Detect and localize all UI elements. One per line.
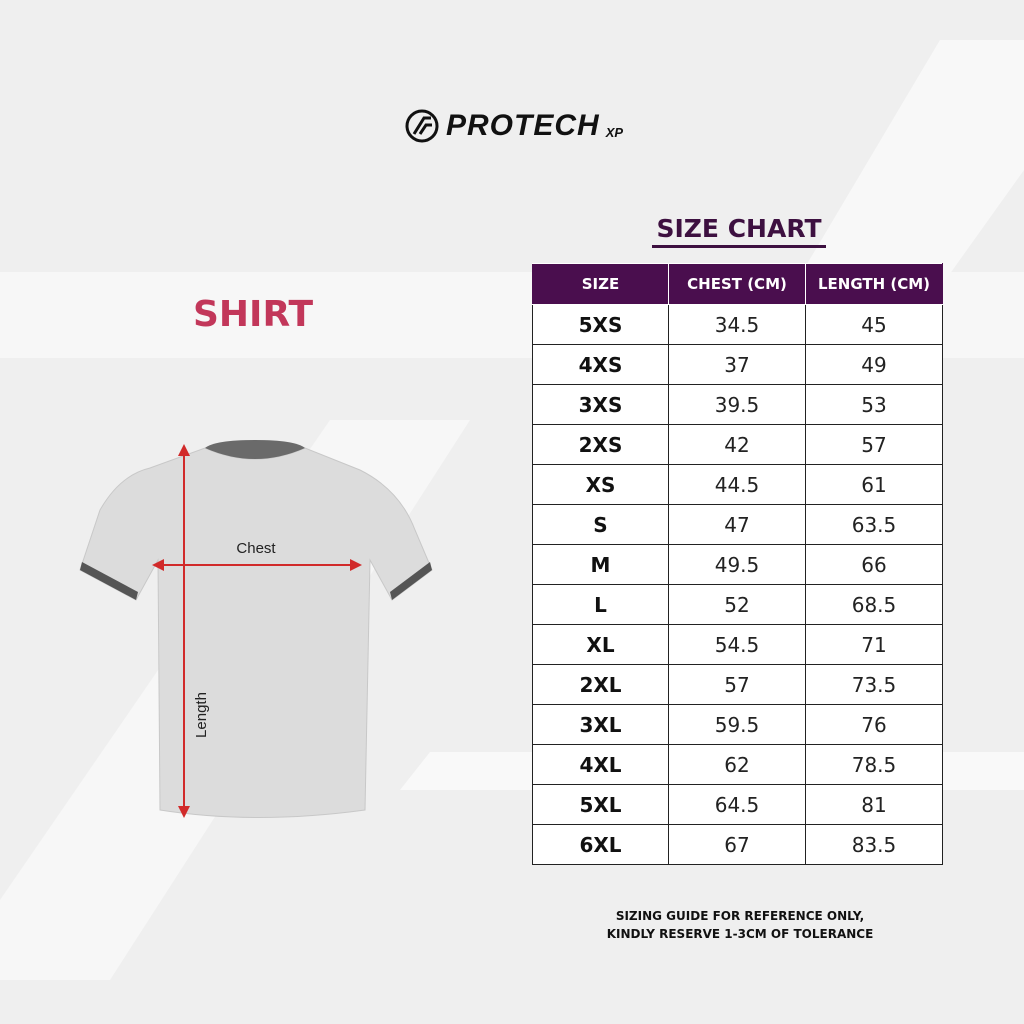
cell-chest: 52 [668,584,806,625]
table-row: XL 54.5 71 [532,624,943,665]
cell-size: 2XS [532,424,669,465]
note-line-2: KINDLY RESERVE 1-3CM OF TOLERANCE [606,927,874,941]
brand-logo: PROTECH XP [404,108,623,144]
table-row: 3XL 59.5 76 [532,704,943,745]
table-row: S 47 63.5 [532,504,943,545]
cell-size: 5XL [532,784,669,825]
cell-size: 3XL [532,704,669,745]
cell-length: 57 [805,424,943,465]
cell-length: 49 [805,344,943,385]
cell-chest: 49.5 [668,544,806,585]
cell-chest: 64.5 [668,784,806,825]
header-length: LENGTH (CM) [805,263,943,305]
logo-suffix: XP [605,124,624,140]
cell-size: L [532,584,669,625]
size-table: SIZE CHEST (CM) LENGTH (CM) 5XS 34.5 45 4XS… [532,263,943,865]
table-header-row: SIZE CHEST (CM) LENGTH (CM) [532,263,943,305]
table-row: 2XS 42 57 [532,424,943,465]
length-arrow [178,444,190,818]
note-line-1: SIZING GUIDE FOR REFERENCE ONLY, [615,909,865,923]
table-row: 6XL 67 83.5 [532,824,943,865]
cell-chest: 59.5 [668,704,806,745]
cell-size: 3XS [532,384,669,425]
cell-size: XS [532,464,669,505]
cell-length: 66 [805,544,943,585]
cell-size: XL [532,624,669,665]
table-row: 5XL 64.5 81 [532,784,943,825]
cell-chest: 47 [668,504,806,545]
table-row: L 52 68.5 [532,584,943,625]
cell-length: 71 [805,624,943,665]
table-row: 4XS 37 49 [532,344,943,385]
header-chest: CHEST (CM) [668,263,806,305]
cell-length: 45 [805,304,943,345]
cell-length: 81 [805,784,943,825]
cell-length: 68.5 [805,584,943,625]
table-row: 4XL 62 78.5 [532,744,943,785]
product-title: SHIRT [193,294,314,335]
cell-size: S [532,504,669,545]
logo-emblem-icon [405,109,439,143]
cell-size: 4XL [532,744,669,785]
table-row: 2XL 57 73.5 [532,664,943,705]
cell-size: 5XS [532,304,669,345]
cell-size: 2XL [532,664,669,705]
cell-length: 53 [805,384,943,425]
chest-arrow [152,559,362,571]
cell-chest: 37 [668,344,806,385]
shirt-diagram: Chest Length [79,440,433,818]
table-row: 5XS 34.5 45 [532,304,943,345]
table-row: XS 44.5 61 [532,464,943,505]
cell-length: 61 [805,464,943,505]
cell-chest: 39.5 [668,384,806,425]
cell-chest: 42 [668,424,806,465]
header-size: SIZE [532,263,669,305]
cell-chest: 57 [668,664,806,705]
cell-size: 4XS [532,344,669,385]
cell-size: 6XL [532,824,669,865]
cell-length: 78.5 [805,744,943,785]
cell-chest: 67 [668,824,806,865]
cell-chest: 44.5 [668,464,806,505]
length-label: Length [193,692,210,738]
cell-chest: 34.5 [668,304,806,345]
chest-label: Chest [236,540,276,557]
cell-length: 76 [805,704,943,745]
table-row: M 49.5 66 [532,544,943,585]
cell-chest: 54.5 [668,624,806,665]
cell-chest: 62 [668,744,806,785]
logo-text: PROTECH [446,109,600,142]
cell-length: 73.5 [805,664,943,705]
chart-title: SIZE CHART [652,214,826,248]
table-row: 3XS 39.5 53 [532,384,943,425]
cell-length: 83.5 [805,824,943,865]
cell-size: M [532,544,669,585]
cell-length: 63.5 [805,504,943,545]
sizing-note: SIZING GUIDE FOR REFERENCE ONLY, KINDLY … [560,907,920,943]
